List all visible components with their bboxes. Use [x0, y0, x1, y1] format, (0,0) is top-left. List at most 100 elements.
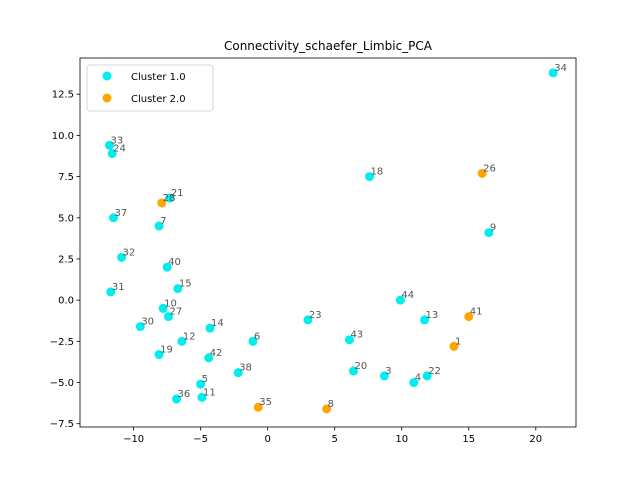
point-label: 9 — [490, 223, 496, 234]
point-label: 6 — [254, 331, 260, 342]
point-label: 28 — [163, 193, 176, 204]
x-tick-label: −10 — [123, 434, 144, 445]
scatter-point — [449, 341, 459, 351]
chart-title: Connectivity_schaefer_Limbic_PCA — [224, 39, 433, 53]
scatter-point — [154, 221, 164, 231]
x-tick-label: 20 — [529, 434, 542, 445]
point-label: 5 — [202, 374, 208, 385]
point-label: 41 — [470, 307, 483, 318]
legend-marker — [102, 71, 112, 81]
point-label: 27 — [169, 307, 182, 318]
point-label: 4 — [415, 373, 421, 384]
scatter-point — [154, 350, 164, 360]
legend-label: Cluster 1.0 — [131, 72, 186, 83]
y-tick-label: 7.5 — [58, 172, 74, 183]
point-label: 38 — [239, 363, 252, 374]
scatter-point — [177, 336, 187, 346]
scatter-point — [204, 353, 214, 363]
point-label: 24 — [113, 144, 126, 155]
legend: Cluster 1.0 Cluster 2.0 — [86, 64, 214, 112]
point-label: 43 — [350, 330, 363, 341]
scatter-point — [196, 379, 206, 389]
scatter-point — [248, 336, 258, 346]
scatter-point — [157, 198, 167, 208]
scatter-point — [253, 402, 263, 412]
scatter-point — [409, 378, 419, 388]
point-label: 21 — [171, 188, 184, 199]
scatter-point — [322, 404, 332, 414]
y-tick-label: 5.0 — [58, 213, 74, 224]
scatter-point — [548, 68, 558, 78]
point-label: 32 — [123, 247, 136, 258]
legend-label: Cluster 2.0 — [131, 94, 186, 105]
point-label: 7 — [160, 216, 166, 227]
y-tick-label: −5.0 — [50, 378, 74, 389]
point-label: 14 — [211, 318, 224, 329]
scatter-point — [303, 315, 313, 325]
scatter-point — [173, 284, 183, 294]
point-label: 36 — [178, 389, 191, 400]
legend-marker — [102, 93, 112, 103]
scatter-point — [477, 168, 487, 178]
point-label: 13 — [426, 310, 439, 321]
scatter-point — [162, 262, 172, 272]
point-label: 10 — [164, 298, 177, 309]
scatter-point — [365, 172, 375, 182]
scatter-point — [109, 213, 119, 223]
x-tick-label: 10 — [395, 434, 408, 445]
legend-box — [86, 64, 214, 112]
x-tick-label: −5 — [193, 434, 208, 445]
scatter-point — [165, 193, 175, 203]
scatter-point — [172, 394, 182, 404]
scatter-point — [422, 371, 432, 381]
point-label: 44 — [401, 290, 414, 301]
scatter-point — [484, 228, 494, 238]
point-label: 22 — [428, 366, 441, 377]
point-label: 34 — [554, 63, 567, 74]
x-tick-label: 5 — [332, 434, 338, 445]
point-label: 20 — [354, 361, 367, 372]
y-tick-label: 12.5 — [52, 90, 74, 101]
scatter-point — [106, 287, 116, 297]
scatter-point — [163, 312, 173, 322]
scatter-point — [135, 322, 145, 332]
point-label: 26 — [483, 163, 496, 174]
point-label: 15 — [179, 279, 192, 290]
scatter-point — [107, 149, 117, 159]
x-tick-label: 15 — [462, 434, 475, 445]
scatter-point — [379, 371, 389, 381]
point-label: 40 — [168, 257, 181, 268]
x-tick-label: 0 — [264, 434, 270, 445]
scatter-point — [158, 303, 168, 313]
scatter-point — [205, 323, 215, 333]
plot-frame — [79, 57, 577, 428]
point-label: 3 — [385, 366, 391, 377]
scatter-point — [117, 252, 127, 262]
point-label: 30 — [141, 317, 154, 328]
scatter-point — [464, 312, 474, 322]
scatter-point — [233, 368, 243, 378]
scatter-point — [348, 366, 358, 376]
data-points — [104, 68, 558, 414]
y-tick-label: 0.0 — [58, 296, 74, 307]
y-tick-label: −7.5 — [50, 419, 74, 430]
point-label: 37 — [115, 208, 128, 219]
y-tick-label: −2.5 — [50, 337, 74, 348]
point-label: 19 — [160, 345, 173, 356]
y-tick-label: 2.5 — [58, 254, 74, 265]
scatter-point — [420, 315, 430, 325]
point-label: 12 — [183, 331, 196, 342]
scatter-point — [104, 140, 114, 150]
y-tick-label: 10.0 — [52, 131, 74, 142]
scatter-point — [197, 392, 207, 402]
point-label: 33 — [110, 135, 123, 146]
point-label: 23 — [309, 310, 322, 321]
point-label: 31 — [112, 282, 125, 293]
point-label: 1 — [455, 336, 461, 347]
point-label: 35 — [259, 397, 272, 408]
point-label: 11 — [203, 387, 216, 398]
axes: −10 −5 0 5 10 15 20−7.5−5.0−2.50.02.55.07.510.… — [50, 57, 577, 445]
point-label: 18 — [371, 167, 384, 178]
